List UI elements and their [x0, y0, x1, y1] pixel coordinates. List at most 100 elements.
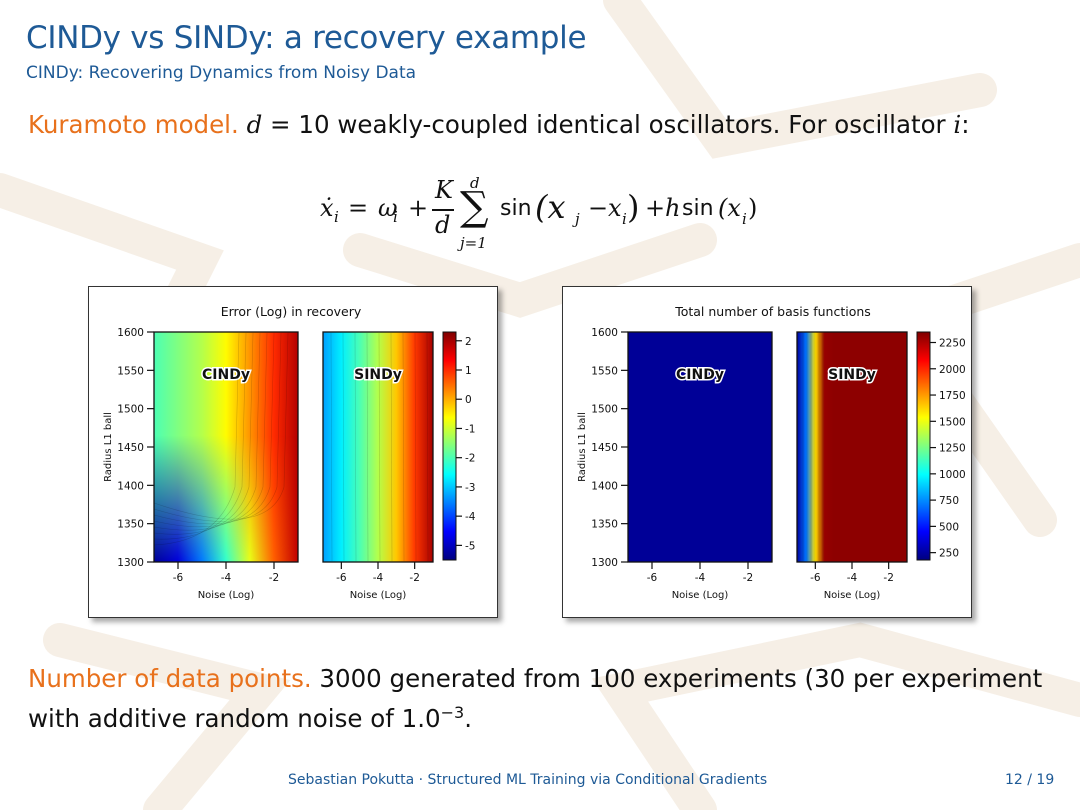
y-tick-label: 1350	[117, 519, 144, 531]
formula-arg1-sub1: j	[575, 210, 580, 228]
basis-sindy-heatmap: SINDy	[796, 331, 908, 563]
colorbar-tick-label: 0	[465, 394, 472, 406]
formula-arg1-close: )	[627, 188, 640, 226]
formula-sin2: sin	[682, 196, 714, 221]
formula-h: h	[665, 194, 681, 222]
contour-line	[153, 332, 261, 531]
contour-line	[153, 332, 275, 525]
contour-line	[153, 332, 240, 546]
contour-line	[153, 332, 289, 520]
formula-arg1-x2: x	[608, 194, 622, 222]
x-tick-label: -2	[743, 572, 753, 584]
y-tick-label: 1500	[591, 404, 618, 416]
colorbar-tick-label: 1250	[939, 443, 966, 455]
error-chart: Error (Log) in recovery CINDy SINDy 2 1 0 -…	[103, 304, 476, 601]
contour-line	[330, 332, 333, 562]
basis-sindy-fill	[797, 332, 907, 562]
formula-plus2: +	[645, 194, 666, 222]
y-tick-label: 1600	[117, 327, 144, 339]
contour-line	[366, 332, 369, 562]
slide-title: CINDy vs SINDy: a recovery example	[26, 20, 587, 56]
colorbar-tick-label: -4	[465, 511, 476, 523]
x-tick-label: -4	[373, 572, 384, 584]
colorbar-tick-label: -5	[465, 540, 475, 552]
y-tick-label: 1450	[117, 442, 144, 454]
error-cindy-label: CINDy	[202, 367, 250, 383]
basis-colorbar	[916, 331, 931, 561]
x-tick-label: -4	[847, 572, 858, 584]
formula-plus1: +	[408, 194, 429, 222]
formula-arg1: (x	[535, 188, 566, 226]
formula-arg2-close: )	[748, 194, 758, 222]
y-tick-label: 1550	[117, 365, 144, 377]
contour-line	[153, 332, 247, 540]
formula-omega-sub: i	[393, 208, 398, 226]
error-sindy-fill	[323, 332, 433, 562]
kuramoto-paragraph: Kuramoto model. d = 10 weakly-coupled id…	[28, 110, 970, 139]
colon: :	[961, 110, 970, 139]
contour-line	[153, 332, 268, 528]
x-tick-label: -2	[883, 572, 893, 584]
x-tick-label: -6	[173, 572, 184, 584]
data-points-exponent: −3	[440, 703, 465, 722]
data-points-keyword: Number of data points.	[28, 664, 312, 693]
formula-frac-den: d	[435, 211, 451, 239]
basis-chart: Total number of basis functions CINDy SI…	[577, 304, 966, 601]
data-points-line2: with additive random noise of 1.0−3.	[28, 696, 1042, 736]
y-tick-label: 1300	[591, 557, 618, 569]
contour-line	[390, 332, 393, 562]
colorbar-tick-label: 2000	[939, 364, 966, 376]
colorbar-tick-label: 750	[939, 495, 959, 507]
x-tick-label: -6	[647, 572, 658, 584]
formula-sum-bottom: j=1	[460, 234, 487, 252]
colorbar-tick-label: 2250	[939, 338, 966, 350]
basis-ylabel: Radius L1 ball	[577, 412, 588, 482]
basis-sindy-xlabel: Noise (Log)	[824, 590, 881, 601]
colorbar-tick-label: 250	[939, 548, 959, 560]
data-points-line1: Number of data points. 3000 generated fr…	[28, 662, 1042, 696]
formula-arg2-sub: i	[742, 210, 747, 228]
formula-arg1-sub2: i	[622, 210, 627, 228]
contour-line	[378, 332, 381, 562]
y-tick-label: 1500	[117, 404, 144, 416]
data-points-paragraph: Number of data points. 3000 generated fr…	[28, 662, 1042, 736]
formula-minus: −	[588, 194, 609, 222]
page-number: 12 / 19	[1005, 772, 1055, 788]
colorbar-tick-label: -1	[465, 423, 475, 435]
contour-line	[426, 332, 429, 562]
formula-lhs-sub: i	[334, 208, 339, 226]
colorbar-tick-label: -2	[465, 453, 475, 465]
x-tick-label: -6	[810, 572, 821, 584]
error-colorbar	[442, 331, 457, 561]
error-axes: 1600 1550 1500 1450 1400 1350 1300 -6 -4 -2 -6 -4 -2	[117, 327, 420, 584]
formula-eq: =	[348, 194, 369, 222]
data-points-line2-text: with additive random noise of 1.0	[28, 704, 441, 734]
basis-chart-title: Total number of basis functions	[674, 304, 871, 319]
basis-cindy-label: CINDy	[676, 367, 724, 383]
formula-omega: ω	[378, 194, 398, 222]
formula-lhs: ẋ	[320, 194, 334, 222]
colorbar-tick-label: 1000	[939, 469, 966, 481]
data-points-text: 3000 generated from 100 experiments (30 …	[311, 664, 1043, 693]
colorbar-tick-label: 1750	[939, 390, 966, 402]
y-tick-label: 1300	[117, 557, 144, 569]
contour-line	[153, 332, 282, 522]
footer: Sebastian Pokutta · Structured ML Traini…	[0, 772, 1080, 794]
error-ylabel: Radius L1 ball	[103, 412, 114, 482]
kuramoto-text: = 10 weakly-coupled identical oscillator…	[262, 110, 954, 139]
y-tick-label: 1400	[117, 480, 144, 492]
contour-line	[153, 332, 254, 535]
basis-cindy-xlabel: Noise (Log)	[672, 590, 729, 601]
kuramoto-keyword: Kuramoto model.	[28, 110, 239, 139]
formula-sum: ∑	[460, 184, 489, 230]
colorbar-tick-label: 500	[939, 521, 959, 533]
y-tick-label: 1600	[591, 327, 618, 339]
error-sindy-heatmap: SINDy	[322, 331, 434, 563]
formula-arg2-open: (x	[718, 194, 741, 222]
basis-axes: 1600 1550 1500 1450 1400 1350 1300 -6 -4 -2 -6 -4 -2	[591, 327, 894, 584]
basis-cindy-fill	[628, 332, 772, 562]
colorbar-tick-label: 2	[465, 336, 472, 348]
y-tick-label: 1350	[591, 519, 618, 531]
basis-chart-panel: Total number of basis functions CINDy SI…	[562, 286, 972, 618]
contour-line	[414, 332, 417, 562]
